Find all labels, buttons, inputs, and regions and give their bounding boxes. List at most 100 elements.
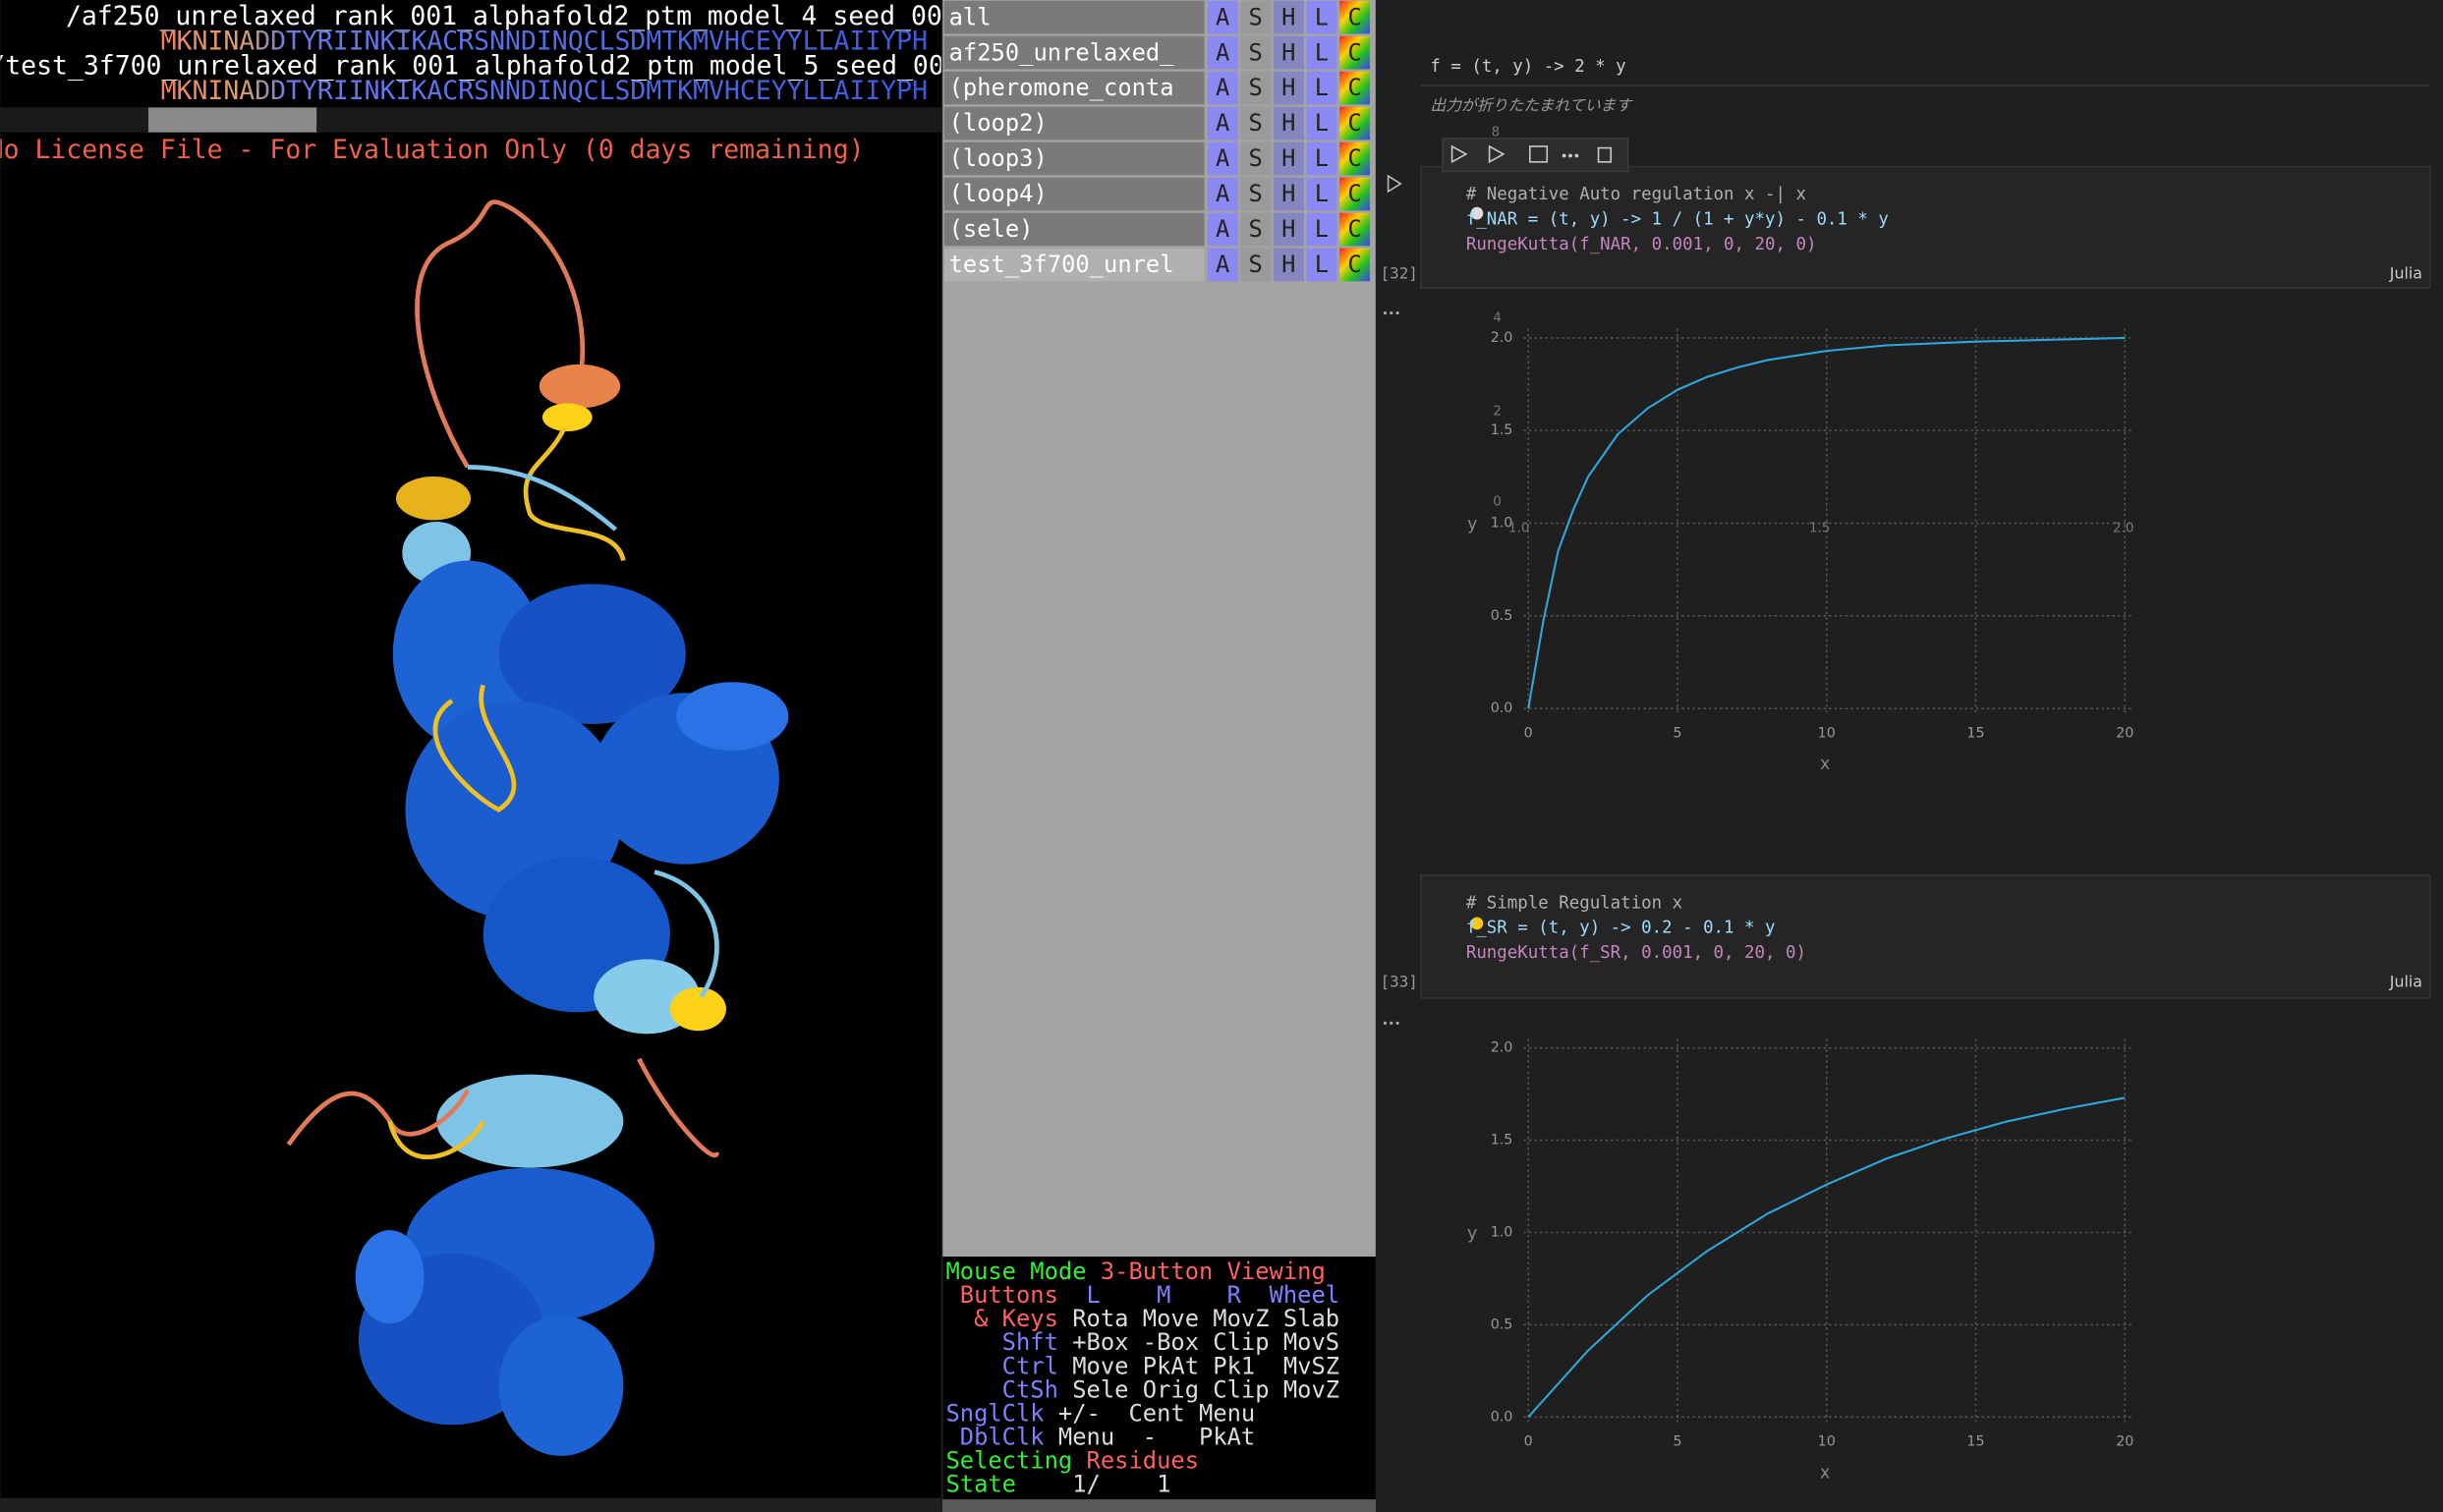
- split-icon[interactable]: [1529, 145, 1549, 163]
- object-button[interactable]: [1306, 35, 1337, 70]
- code-line: RungeKutta(f_NAR, 0.001, 0, 20, 0): [1466, 235, 1817, 254]
- object-button[interactable]: [1339, 35, 1371, 70]
- object-button[interactable]: [1273, 35, 1304, 70]
- cell-prompt: [33]: [1381, 973, 1418, 991]
- cell-language[interactable]: Julia: [2389, 973, 2422, 991]
- object-row[interactable]: [943, 248, 1205, 282]
- delete-icon[interactable]: [1597, 146, 1613, 163]
- y-tick-label: 0.5: [1491, 608, 1513, 624]
- object-button[interactable]: [1240, 35, 1272, 70]
- object-button[interactable]: [1207, 106, 1238, 140]
- object-button[interactable]: [1339, 0, 1371, 34]
- object-name: test_3f700_unrel: [949, 251, 1174, 278]
- object-button[interactable]: [1306, 212, 1337, 247]
- object-button[interactable]: [1240, 0, 1272, 34]
- output-more[interactable]: [1383, 1021, 1399, 1025]
- object-button[interactable]: [1306, 71, 1337, 105]
- protein-cartoon: [286, 199, 789, 1456]
- object-button[interactable]: [1207, 71, 1238, 105]
- object-button[interactable]: [1273, 177, 1304, 211]
- object-button[interactable]: [1240, 106, 1272, 140]
- object-button[interactable]: [1240, 248, 1272, 282]
- object-row[interactable]: [943, 177, 1205, 211]
- object-button-label: S: [1249, 251, 1263, 278]
- command-line[interactable]: [0, 1497, 941, 1512]
- object-button[interactable]: [1339, 106, 1371, 140]
- cursor-dot: [1470, 206, 1484, 220]
- object-button[interactable]: [1207, 35, 1238, 70]
- mouse-help-line: Ctrl Move PkAt Pk1 MvSZ: [945, 1352, 1339, 1379]
- mouse-help-line: & Keys Rota Move MovZ Slab: [945, 1305, 1339, 1332]
- code-cell[interactable]: [1420, 873, 2431, 999]
- object-row[interactable]: [943, 141, 1205, 176]
- mouse-help-text: L M R Wheel: [1058, 1281, 1339, 1309]
- x-tick-label: 15: [1966, 726, 1984, 742]
- scrollbar-thumb[interactable]: [147, 107, 317, 133]
- object-button-label: H: [1281, 74, 1295, 101]
- object-button[interactable]: [1273, 106, 1304, 140]
- object-button[interactable]: [1339, 248, 1371, 282]
- mouse-help-line: CtSh Sele Orig Clip MovZ: [945, 1375, 1339, 1403]
- mouse-help-text: SnglClk: [945, 1399, 1044, 1427]
- object-button[interactable]: [1273, 248, 1304, 282]
- object-button[interactable]: [1240, 177, 1272, 211]
- output-more[interactable]: [1383, 310, 1399, 315]
- run-icon[interactable]: [1387, 174, 1402, 194]
- sequence: MKNINADDTYRIINKIKACRSNNDINQCLSDMTKMVHCEY…: [161, 26, 928, 56]
- object-button[interactable]: [1306, 106, 1337, 140]
- object-button[interactable]: [1339, 141, 1371, 176]
- object-button[interactable]: [1207, 0, 1238, 34]
- object-button-label: H: [1281, 109, 1295, 137]
- object-button[interactable]: [1273, 141, 1304, 176]
- object-button-label: S: [1249, 180, 1263, 207]
- object-button-label: C: [1347, 109, 1361, 137]
- object-button[interactable]: [1240, 71, 1272, 105]
- object-button-label: L: [1315, 109, 1329, 137]
- object-button[interactable]: [1306, 141, 1337, 176]
- object-button[interactable]: [1207, 177, 1238, 211]
- object-button[interactable]: [1339, 177, 1371, 211]
- more-icon[interactable]: [1562, 153, 1579, 158]
- object-button[interactable]: [1339, 212, 1371, 247]
- x-axis-label: x: [1820, 755, 1830, 774]
- cell-language[interactable]: Julia: [2389, 263, 2422, 282]
- scrollbar-track: [0, 107, 941, 133]
- x-tick-label: 5: [1673, 1434, 1681, 1450]
- object-button[interactable]: [1306, 177, 1337, 211]
- overlay-tick-label: 2.0: [2113, 520, 2133, 535]
- run-above-icon[interactable]: [1450, 144, 1468, 164]
- object-button-label: L: [1315, 251, 1329, 278]
- object-button[interactable]: [1207, 212, 1238, 247]
- run-below-icon[interactable]: [1488, 144, 1506, 164]
- object-button[interactable]: [1207, 248, 1238, 282]
- object-button[interactable]: [1273, 212, 1304, 247]
- object-button-label: S: [1249, 109, 1263, 137]
- mouse-help-text: 3-Button Viewing: [1101, 1257, 1326, 1284]
- object-button[interactable]: [1339, 71, 1371, 105]
- object-row[interactable]: [943, 35, 1205, 70]
- object-row[interactable]: [943, 71, 1205, 105]
- object-button[interactable]: [1240, 212, 1272, 247]
- object-button[interactable]: [1306, 0, 1337, 34]
- lightbulb[interactable]: [1470, 917, 1484, 930]
- object-button[interactable]: [1240, 141, 1272, 176]
- object-row[interactable]: [943, 212, 1205, 247]
- object-button[interactable]: [1273, 0, 1304, 34]
- object-row[interactable]: [943, 106, 1205, 140]
- data-line: [1527, 1096, 2126, 1419]
- overlay-tick-label: 1.0: [1508, 520, 1529, 535]
- code: f = (t, y) -> 2 * y: [1430, 57, 1625, 77]
- code-cell[interactable]: [1420, 165, 2431, 290]
- object-button-label: A: [1216, 3, 1229, 30]
- object-button[interactable]: [1273, 71, 1304, 105]
- object-button[interactable]: [1306, 248, 1337, 282]
- mouse-help-bg: [942, 1257, 1376, 1500]
- object-row[interactable]: [943, 0, 1205, 34]
- mouse-help-text: DblClk: [945, 1423, 1044, 1450]
- data-line: [1527, 336, 2126, 709]
- mouse-help-text: 1/ 1: [1016, 1470, 1170, 1497]
- object-button[interactable]: [1207, 141, 1238, 176]
- mouse-help-text: Residues: [1087, 1446, 1199, 1474]
- mouse-help-line: SnglClk +/- Cent Menu: [945, 1399, 1255, 1427]
- mouse-help-text: Rota Move MovZ Slab: [1058, 1305, 1339, 1332]
